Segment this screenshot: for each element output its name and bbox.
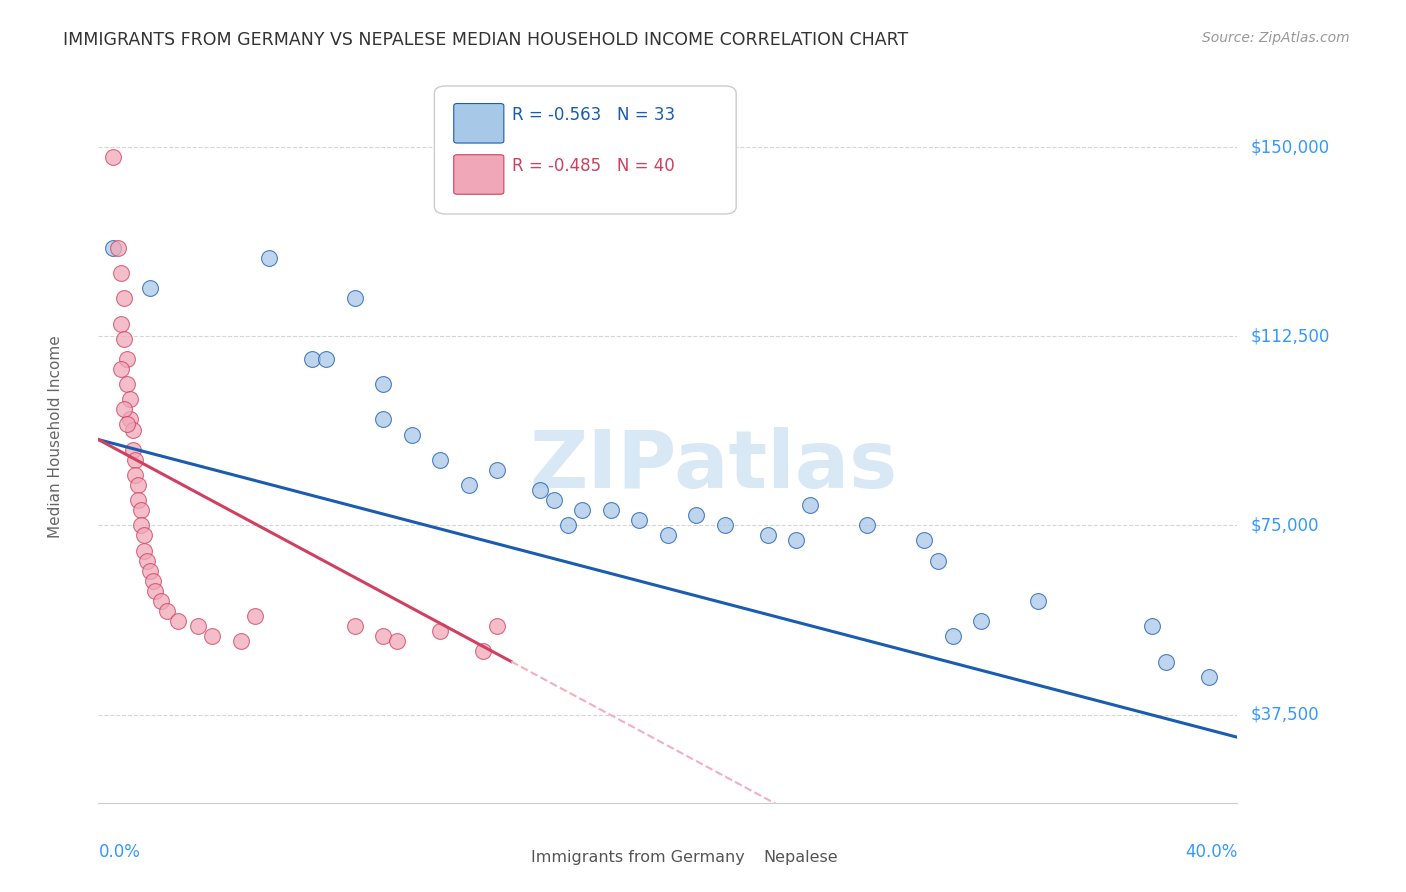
Text: R = -0.485   N = 40: R = -0.485 N = 40 xyxy=(512,158,675,176)
Point xyxy=(112,332,135,346)
Point xyxy=(543,493,565,508)
Text: Median Household Income: Median Household Income xyxy=(48,335,63,539)
Point xyxy=(121,423,143,437)
Point xyxy=(486,463,509,477)
Text: Nepalese: Nepalese xyxy=(763,850,838,865)
Text: R = -0.563   N = 33: R = -0.563 N = 33 xyxy=(512,106,675,124)
Point xyxy=(557,518,579,533)
Point xyxy=(118,412,141,426)
Point xyxy=(132,528,155,542)
Point xyxy=(124,467,146,482)
Point xyxy=(138,281,160,295)
Point xyxy=(129,503,152,517)
Point xyxy=(121,442,143,457)
Point xyxy=(127,478,149,492)
Point xyxy=(1154,655,1177,669)
Point xyxy=(856,518,879,533)
Point xyxy=(471,644,494,658)
Point xyxy=(167,614,190,628)
Point xyxy=(529,483,551,497)
Text: 40.0%: 40.0% xyxy=(1185,843,1237,861)
Text: ZIPatlas: ZIPatlas xyxy=(529,427,897,506)
Text: $112,500: $112,500 xyxy=(1251,327,1330,345)
Text: $150,000: $150,000 xyxy=(1251,138,1330,156)
Point xyxy=(112,402,135,417)
Text: Immigrants from Germany: Immigrants from Germany xyxy=(531,850,745,865)
Text: Source: ZipAtlas.com: Source: ZipAtlas.com xyxy=(1202,31,1350,45)
Text: $37,500: $37,500 xyxy=(1251,706,1320,723)
Point xyxy=(115,417,138,432)
Point xyxy=(124,452,146,467)
Point xyxy=(243,609,266,624)
FancyBboxPatch shape xyxy=(710,844,761,873)
Point xyxy=(101,241,124,255)
Point xyxy=(373,377,395,392)
Point xyxy=(110,266,132,280)
Point xyxy=(1140,619,1163,633)
Point xyxy=(373,412,395,426)
FancyBboxPatch shape xyxy=(454,103,503,143)
Point xyxy=(628,513,651,527)
Text: IMMIGRANTS FROM GERMANY VS NEPALESE MEDIAN HOUSEHOLD INCOME CORRELATION CHART: IMMIGRANTS FROM GERMANY VS NEPALESE MEDI… xyxy=(63,31,908,49)
Point xyxy=(229,634,252,648)
Point xyxy=(187,619,209,633)
Point xyxy=(799,498,821,512)
Point xyxy=(785,533,807,548)
Point xyxy=(571,503,593,517)
FancyBboxPatch shape xyxy=(477,844,527,873)
Point xyxy=(429,624,451,639)
Point xyxy=(156,604,179,618)
Point xyxy=(135,554,157,568)
Point xyxy=(115,377,138,392)
Point xyxy=(685,508,707,523)
Point xyxy=(970,614,993,628)
Text: 0.0%: 0.0% xyxy=(98,843,141,861)
Point xyxy=(259,251,281,265)
Point xyxy=(141,574,163,588)
Point xyxy=(138,564,160,578)
Point xyxy=(714,518,737,533)
Point xyxy=(101,150,124,164)
Point xyxy=(600,503,623,517)
Point xyxy=(942,629,965,643)
Point xyxy=(429,452,451,467)
Point xyxy=(457,478,479,492)
Point xyxy=(115,351,138,366)
Point xyxy=(110,317,132,331)
Point xyxy=(110,362,132,376)
Point xyxy=(486,619,509,633)
Point xyxy=(129,518,152,533)
Point xyxy=(145,583,167,598)
FancyBboxPatch shape xyxy=(434,86,737,214)
Text: $75,000: $75,000 xyxy=(1251,516,1319,534)
Point xyxy=(301,351,323,366)
Point xyxy=(150,594,173,608)
Point xyxy=(343,619,366,633)
Point xyxy=(315,351,337,366)
Point xyxy=(201,629,224,643)
Point xyxy=(387,634,409,648)
Point xyxy=(1198,670,1220,684)
Point xyxy=(657,528,679,542)
Point xyxy=(127,493,149,508)
Point xyxy=(912,533,935,548)
FancyBboxPatch shape xyxy=(454,154,503,194)
Point xyxy=(1026,594,1049,608)
Point xyxy=(927,554,949,568)
Point xyxy=(756,528,779,542)
Point xyxy=(118,392,141,407)
Point xyxy=(132,543,155,558)
Point xyxy=(343,291,366,305)
Point xyxy=(107,241,129,255)
Point xyxy=(112,291,135,305)
Point xyxy=(373,629,395,643)
Point xyxy=(401,427,423,442)
